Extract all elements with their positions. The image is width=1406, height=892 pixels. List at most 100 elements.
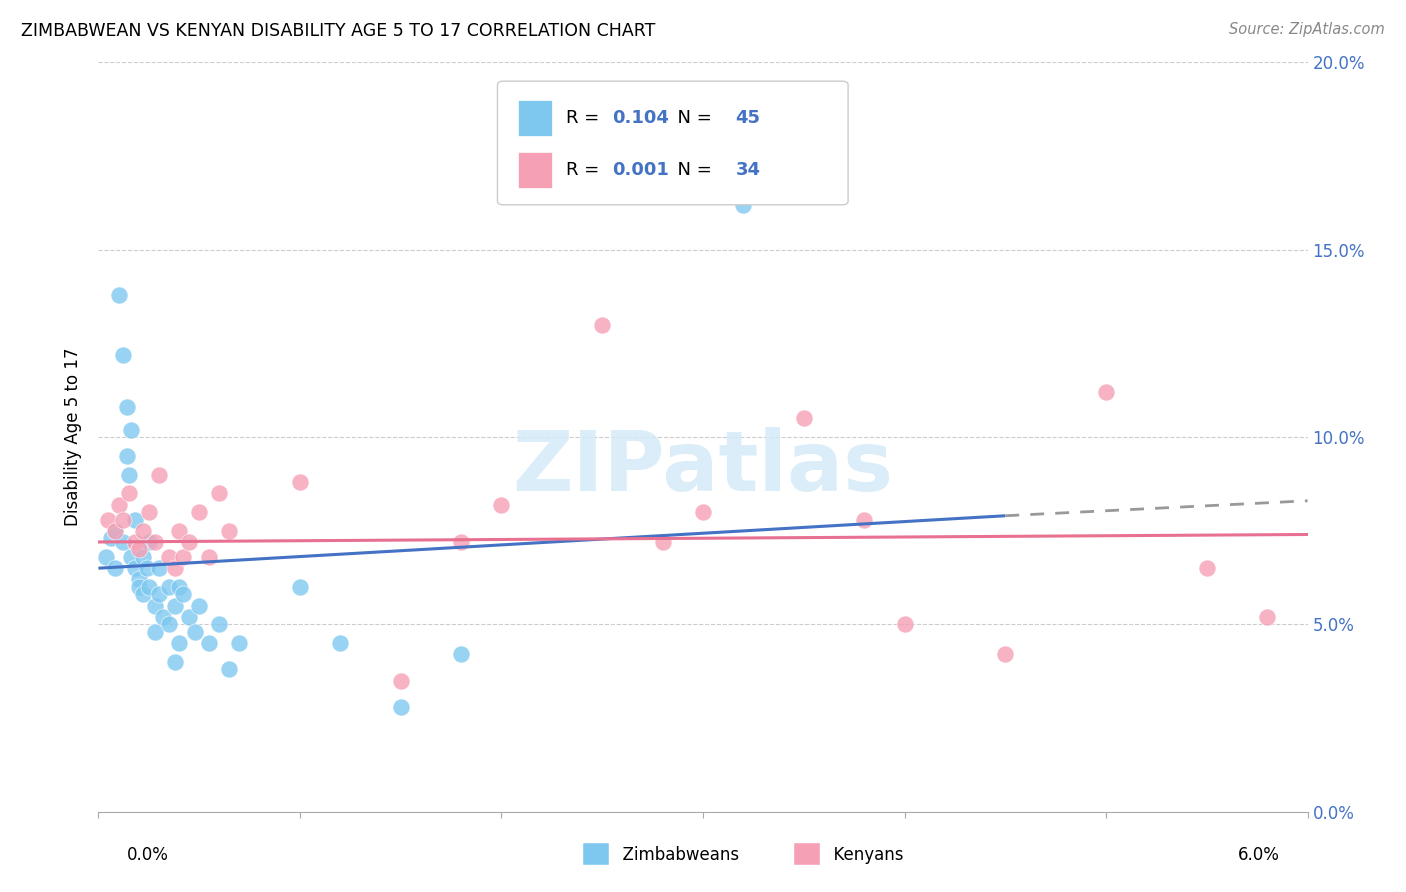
Point xyxy=(107,287,129,301)
Point xyxy=(148,561,170,575)
Bar xyxy=(794,843,820,865)
Point xyxy=(157,549,180,564)
Point xyxy=(115,449,138,463)
Point xyxy=(167,636,190,650)
Text: N =: N = xyxy=(665,109,717,127)
Text: R =: R = xyxy=(567,161,606,179)
Point xyxy=(184,624,207,639)
Point xyxy=(135,561,157,575)
Point xyxy=(103,561,125,575)
Point xyxy=(198,549,221,564)
Text: 45: 45 xyxy=(735,109,761,127)
Point xyxy=(208,486,231,500)
Point xyxy=(692,505,714,519)
Point xyxy=(148,467,170,482)
Text: 0.0%: 0.0% xyxy=(127,846,169,863)
Y-axis label: Disability Age 5 to 17: Disability Age 5 to 17 xyxy=(65,348,83,526)
Point xyxy=(172,587,194,601)
Point xyxy=(143,599,166,613)
Point xyxy=(118,486,141,500)
Point xyxy=(124,512,146,526)
Point xyxy=(111,512,134,526)
Text: ZIPatlas: ZIPatlas xyxy=(513,426,893,508)
Point xyxy=(118,467,141,482)
Point xyxy=(188,505,211,519)
Point xyxy=(107,498,129,512)
Text: 6.0%: 6.0% xyxy=(1237,846,1279,863)
Point xyxy=(389,699,412,714)
Text: 34: 34 xyxy=(735,161,761,179)
Point xyxy=(188,599,211,613)
Point xyxy=(103,524,125,538)
Point xyxy=(111,348,134,362)
Point xyxy=(1195,561,1218,575)
Point xyxy=(132,524,155,538)
Bar xyxy=(517,100,553,136)
Point xyxy=(218,524,240,538)
Bar xyxy=(583,843,609,865)
Point xyxy=(994,648,1017,662)
Point xyxy=(651,535,673,549)
Point xyxy=(111,535,134,549)
Point xyxy=(138,580,160,594)
Text: 0.001: 0.001 xyxy=(613,161,669,179)
Text: N =: N = xyxy=(665,161,717,179)
Point xyxy=(288,475,311,489)
Point xyxy=(96,549,118,564)
Point xyxy=(163,561,186,575)
Point xyxy=(132,549,155,564)
Text: Zimbabweans: Zimbabweans xyxy=(612,846,738,863)
Point xyxy=(228,636,250,650)
Point xyxy=(100,531,122,545)
Point xyxy=(124,561,146,575)
Point xyxy=(591,318,613,332)
Point xyxy=(288,580,311,594)
Point xyxy=(172,549,194,564)
Point xyxy=(491,498,513,512)
Text: Kenyans: Kenyans xyxy=(823,846,903,863)
Point xyxy=(208,617,231,632)
Point xyxy=(167,580,190,594)
Text: Source: ZipAtlas.com: Source: ZipAtlas.com xyxy=(1229,22,1385,37)
Point xyxy=(103,524,125,538)
FancyBboxPatch shape xyxy=(498,81,848,205)
Point xyxy=(893,617,915,632)
Point xyxy=(1095,385,1118,400)
Point xyxy=(163,655,186,669)
Point xyxy=(793,411,815,425)
Point xyxy=(97,512,120,526)
Point xyxy=(853,512,876,526)
Point xyxy=(152,610,174,624)
Point xyxy=(218,662,240,676)
Point xyxy=(128,580,150,594)
Text: 0.104: 0.104 xyxy=(613,109,669,127)
Point xyxy=(132,587,155,601)
Point xyxy=(138,535,160,549)
Point xyxy=(389,673,412,688)
Point xyxy=(120,423,142,437)
Point xyxy=(143,624,166,639)
Text: R =: R = xyxy=(567,109,606,127)
Point xyxy=(157,617,180,632)
Point xyxy=(115,400,138,414)
Point xyxy=(128,573,150,587)
Point xyxy=(179,610,201,624)
Point xyxy=(143,535,166,549)
Point xyxy=(120,549,142,564)
Point xyxy=(138,505,160,519)
Point xyxy=(157,580,180,594)
Point xyxy=(124,535,146,549)
Bar xyxy=(517,153,553,188)
Text: ZIMBABWEAN VS KENYAN DISABILITY AGE 5 TO 17 CORRELATION CHART: ZIMBABWEAN VS KENYAN DISABILITY AGE 5 TO… xyxy=(21,22,655,40)
Point xyxy=(179,535,201,549)
Point xyxy=(198,636,221,650)
Point xyxy=(148,587,170,601)
Point xyxy=(450,535,472,549)
Point xyxy=(128,542,150,557)
Point xyxy=(167,524,190,538)
Point xyxy=(329,636,352,650)
Point xyxy=(163,599,186,613)
Point xyxy=(450,648,472,662)
Point xyxy=(733,198,755,212)
Point xyxy=(1256,610,1278,624)
